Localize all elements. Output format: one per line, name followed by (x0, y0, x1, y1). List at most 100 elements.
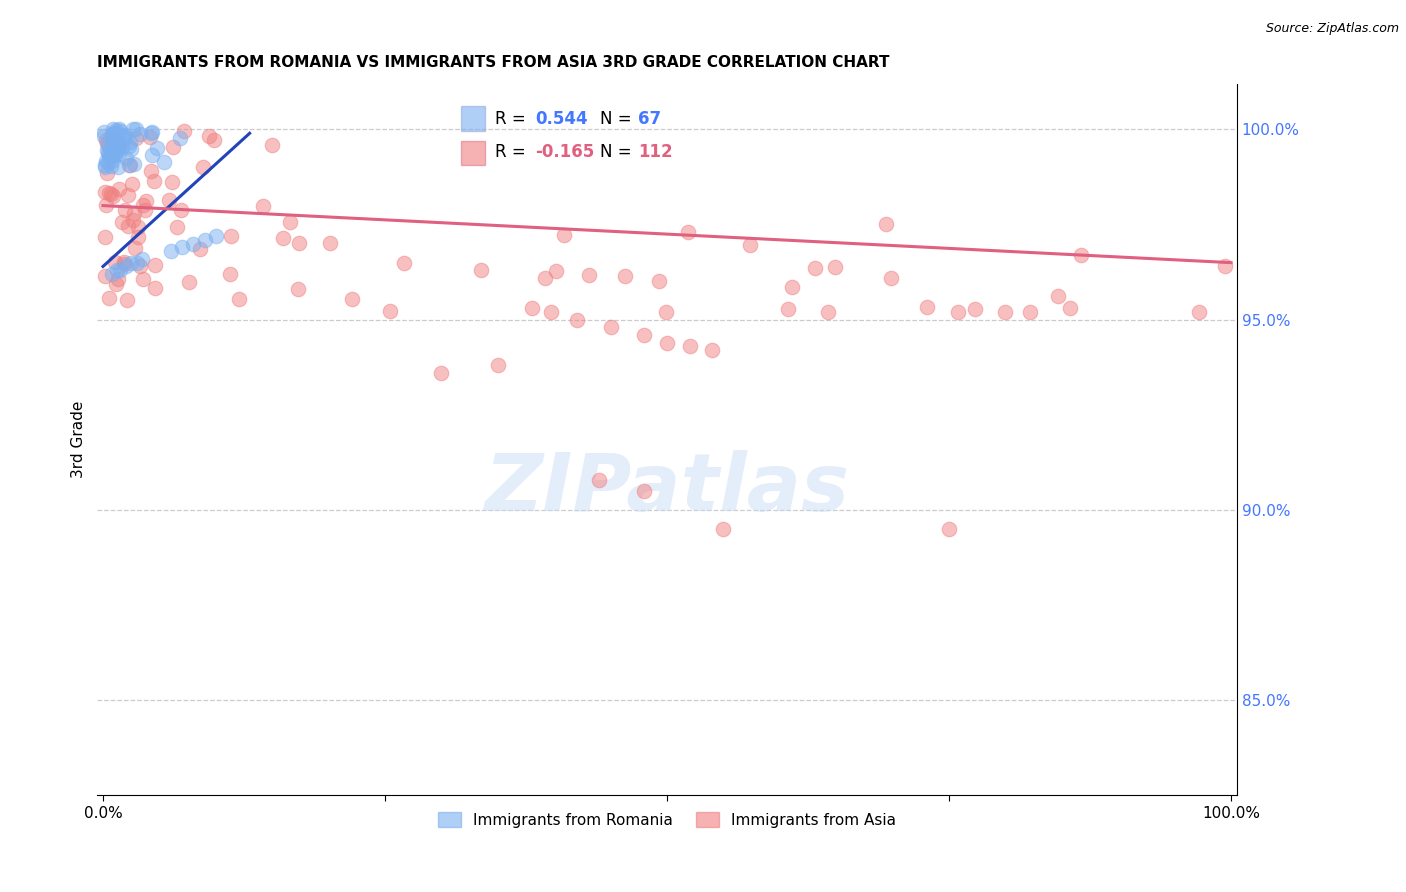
Point (127, 230, 149, 244)
Point (120, 255, 142, 269)
Point (319, 236, 342, 251)
Point (100, 159, 122, 173)
Point (633, 328, 655, 343)
Point (97, 291, 120, 305)
Point (713, 522, 735, 536)
Point (122, 206, 145, 220)
Point (824, 260, 846, 274)
Point (103, 130, 125, 145)
Point (105, 132, 128, 146)
Point (1188, 305, 1211, 319)
Point (111, 140, 134, 154)
Point (120, 136, 142, 150)
Point (553, 227, 575, 242)
Point (129, 127, 152, 141)
Point (101, 189, 124, 203)
Point (121, 177, 143, 191)
Point (565, 312, 588, 326)
Point (114, 260, 136, 274)
Point (702, 343, 724, 358)
Point (125, 130, 148, 145)
Point (100, 187, 122, 202)
Point (115, 151, 138, 165)
Point (191, 160, 214, 174)
Point (633, 483, 655, 498)
Point (105, 277, 128, 291)
Point (93, 129, 115, 144)
Point (122, 213, 145, 227)
Point (288, 235, 311, 250)
Point (131, 252, 153, 266)
Point (107, 140, 129, 154)
Point (100, 149, 122, 163)
Point (678, 339, 700, 353)
Point (124, 241, 146, 255)
Point (159, 244, 181, 259)
Point (143, 281, 166, 295)
Point (93, 161, 115, 175)
Point (193, 233, 215, 247)
Point (540, 305, 562, 319)
Point (107, 122, 129, 136)
Point (121, 122, 143, 136)
Point (108, 147, 131, 161)
Point (162, 139, 184, 153)
Point (101, 128, 124, 142)
Point (128, 259, 150, 273)
Point (948, 305, 970, 319)
Point (112, 257, 135, 271)
Point (740, 238, 762, 252)
Point (93, 125, 115, 139)
Point (125, 122, 148, 136)
Point (101, 132, 124, 146)
Point (117, 188, 139, 202)
Point (101, 154, 124, 169)
Point (103, 145, 125, 160)
Point (1059, 301, 1081, 315)
Point (141, 125, 163, 139)
Point (107, 160, 129, 174)
Point (219, 267, 242, 281)
Point (588, 473, 610, 487)
Point (104, 133, 127, 147)
Point (520, 301, 543, 316)
Point (96, 136, 118, 151)
Point (143, 174, 166, 188)
Point (938, 522, 960, 536)
Point (103, 143, 125, 157)
Point (131, 272, 153, 286)
Point (578, 268, 600, 282)
Point (219, 228, 242, 243)
Point (188, 242, 211, 256)
Point (101, 122, 124, 136)
Point (103, 133, 125, 147)
Point (114, 202, 136, 217)
Legend: Immigrants from Romania, Immigrants from Asia: Immigrants from Romania, Immigrants from… (432, 806, 903, 834)
Point (96, 143, 118, 157)
Point (112, 128, 135, 143)
Text: IMMIGRANTS FROM ROMANIA VS IMMIGRANTS FROM ASIA 3RD GRADE CORRELATION CHART: IMMIGRANTS FROM ROMANIA VS IMMIGRANTS FR… (97, 55, 890, 70)
Point (98, 141, 121, 155)
Point (803, 260, 825, 275)
Point (120, 142, 142, 156)
Point (105, 263, 128, 277)
Point (97, 186, 120, 200)
Point (780, 280, 803, 294)
Point (380, 304, 402, 318)
Point (994, 305, 1017, 319)
Point (1018, 305, 1040, 319)
Point (1213, 259, 1236, 273)
Point (170, 240, 193, 254)
Point (94, 132, 117, 146)
Point (110, 124, 132, 138)
Point (111, 214, 134, 228)
Point (599, 320, 621, 334)
Point (105, 136, 128, 150)
Point (107, 272, 129, 286)
Point (647, 274, 669, 288)
Point (287, 282, 309, 296)
Point (181, 236, 204, 251)
Point (96, 166, 118, 180)
Point (173, 124, 195, 138)
Point (108, 182, 131, 196)
